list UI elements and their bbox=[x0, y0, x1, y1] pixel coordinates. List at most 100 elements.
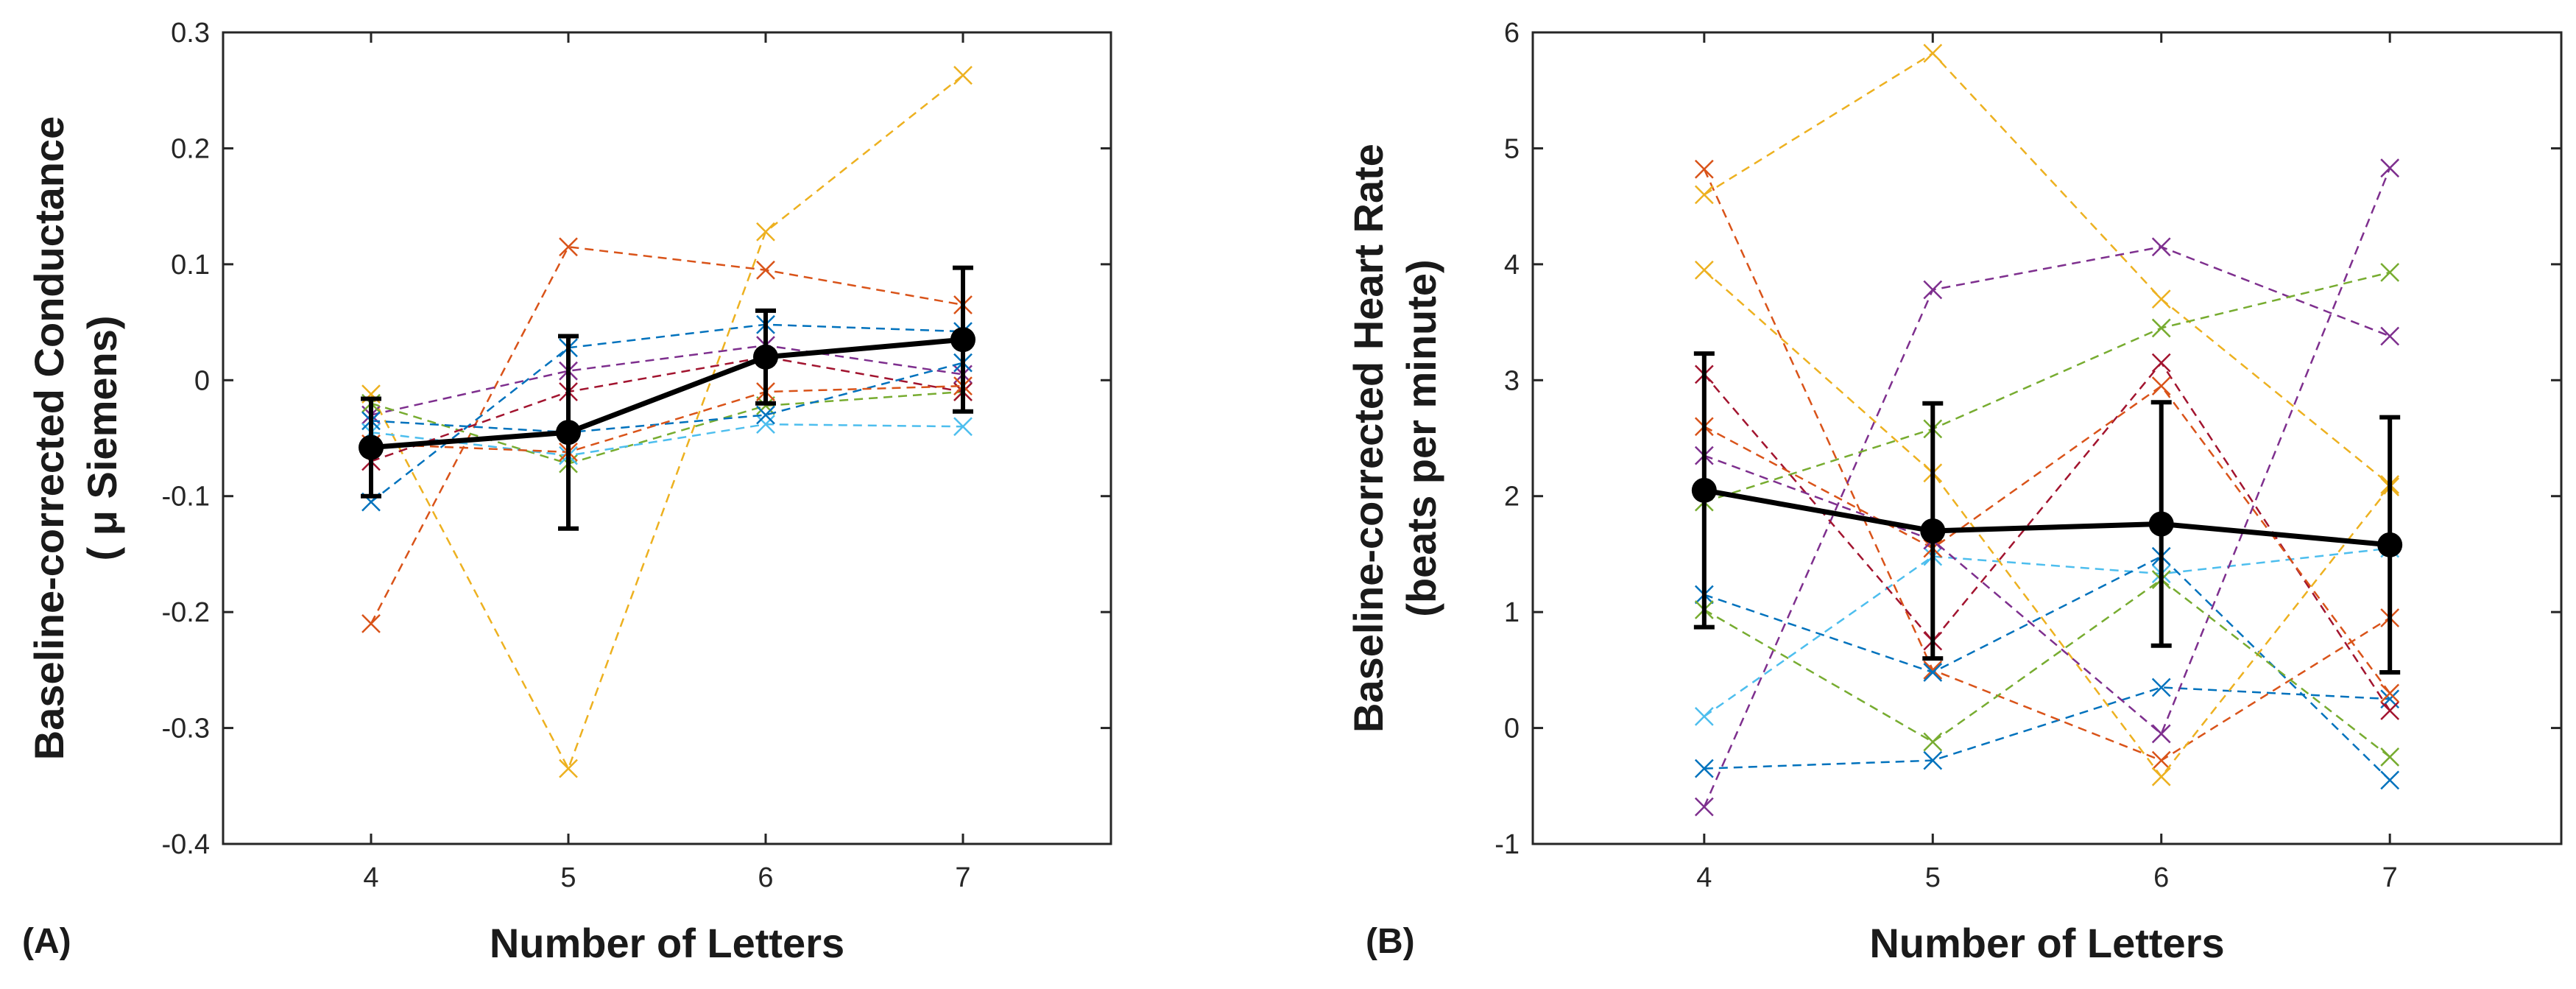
x-tick-label: 6 bbox=[758, 862, 773, 893]
x-axis-title: Number of Letters bbox=[1869, 920, 2224, 966]
data-point bbox=[756, 260, 775, 280]
panel-label: (A) bbox=[22, 922, 71, 961]
series-line bbox=[370, 344, 964, 416]
data-point bbox=[1923, 43, 1943, 63]
plot-frame bbox=[222, 31, 1112, 845]
series-line bbox=[1704, 52, 2390, 485]
series-participant-4 bbox=[1694, 237, 2400, 817]
data-point bbox=[756, 405, 775, 425]
mean-point bbox=[556, 420, 581, 446]
x-tick-label: 5 bbox=[1925, 862, 1941, 893]
y-tick-label: 5 bbox=[1504, 133, 1520, 164]
data-point bbox=[1923, 732, 1943, 752]
y-tick-label: -0.2 bbox=[162, 597, 210, 628]
y-axis-title-line-1: Baseline-corrected Heart Rate bbox=[1345, 144, 1391, 733]
series-participant-10 bbox=[1694, 260, 2400, 786]
series-participant-9 bbox=[1694, 376, 2400, 703]
series-line bbox=[1704, 547, 2390, 717]
mean-line bbox=[370, 337, 964, 451]
y-axis-title-line-2: (beats per minute) bbox=[1398, 259, 1444, 616]
series-line bbox=[1704, 578, 2390, 758]
x-tick-label: 4 bbox=[363, 862, 378, 893]
series-line bbox=[1703, 169, 2390, 762]
y-axis-title-line-1: Baseline-corrected Conductance bbox=[26, 116, 72, 760]
series-line bbox=[370, 356, 964, 462]
y-tick-label: -1 bbox=[1495, 829, 1520, 860]
mean-line bbox=[1704, 488, 2390, 548]
data-point bbox=[2151, 289, 2171, 309]
series-participant-9 bbox=[361, 376, 973, 462]
data-point bbox=[2380, 326, 2400, 346]
series-line bbox=[1703, 245, 2390, 808]
panel-a: -0.4 -0.3 -0.2 -0.1 0 0.1 0.2 0.3 4 5 6 7 Number of … bbox=[22, 18, 1112, 966]
mean-series bbox=[359, 265, 975, 531]
series-line bbox=[370, 245, 964, 624]
y-tick-label: 0.2 bbox=[171, 133, 210, 164]
series-participant-11 bbox=[1694, 158, 2400, 744]
series-line bbox=[1704, 555, 2391, 781]
series-line bbox=[370, 362, 964, 434]
series-participant-12 bbox=[1694, 570, 2400, 767]
mean-point bbox=[1920, 518, 1946, 543]
data-point bbox=[1694, 260, 1714, 280]
x-tick-label: 5 bbox=[560, 862, 576, 893]
data-point bbox=[756, 396, 775, 415]
data-point bbox=[1923, 280, 1943, 300]
data-point bbox=[2151, 677, 2171, 697]
data-point bbox=[2380, 262, 2400, 282]
data-point bbox=[756, 222, 775, 242]
mean-point bbox=[950, 327, 975, 353]
series-line bbox=[370, 323, 964, 503]
data-point bbox=[2151, 724, 2171, 744]
panel-label: (B) bbox=[1366, 922, 1415, 961]
mean-point bbox=[359, 434, 384, 460]
mean-point bbox=[1691, 477, 1717, 503]
data-point bbox=[1923, 663, 1943, 682]
data-point bbox=[559, 759, 578, 778]
data-point bbox=[2151, 353, 2171, 373]
series-participant-4 bbox=[361, 336, 973, 425]
data-point bbox=[1923, 750, 1943, 770]
y-tick-label: -0.1 bbox=[162, 482, 210, 513]
y-tick-label: -0.4 bbox=[162, 829, 210, 860]
series-participant-5 bbox=[1694, 262, 2400, 512]
series-line bbox=[1704, 167, 2391, 736]
series-participant-8 bbox=[361, 353, 973, 443]
data-point bbox=[1694, 759, 1714, 778]
data-point bbox=[2151, 237, 2171, 257]
x-tick-label: 4 bbox=[1696, 862, 1712, 893]
panel-b: -1 0 1 2 3 4 5 6 4 5 6 7 Number of Letters Baseline-c… bbox=[1345, 18, 2563, 966]
data-point bbox=[2380, 683, 2400, 703]
series-participant-6 bbox=[1694, 538, 2400, 726]
x-axis-title: Number of Letters bbox=[490, 920, 844, 966]
mean-point bbox=[2377, 532, 2403, 557]
data-point bbox=[1694, 797, 1714, 817]
x-tick-label: 6 bbox=[2153, 862, 2169, 893]
x-tick-label: 7 bbox=[955, 862, 970, 893]
data-point bbox=[2380, 701, 2400, 720]
series-line bbox=[1704, 384, 2391, 694]
data-point bbox=[2380, 747, 2400, 767]
data-point bbox=[2151, 767, 2171, 786]
data-point bbox=[953, 417, 973, 437]
y-axis-title-line-2: ( μ Siemens) bbox=[79, 315, 125, 560]
data-point bbox=[953, 66, 973, 85]
series-line bbox=[370, 74, 964, 771]
data-point bbox=[1694, 706, 1714, 726]
mean-series bbox=[1691, 351, 2403, 675]
y-tick-label: 0.3 bbox=[171, 18, 210, 49]
series-line bbox=[370, 384, 964, 454]
y-tick-label: 3 bbox=[1504, 365, 1520, 396]
mean-point bbox=[753, 344, 778, 370]
y-tick-label: 2 bbox=[1504, 482, 1520, 513]
series-line bbox=[1704, 271, 2390, 503]
y-tick-label: 0.1 bbox=[171, 250, 210, 281]
series-line bbox=[1704, 269, 2391, 778]
y-tick-label: -0.3 bbox=[162, 714, 210, 745]
data-point bbox=[559, 237, 578, 257]
data-point bbox=[2380, 158, 2400, 178]
y-tick-label: 4 bbox=[1504, 250, 1520, 281]
data-point bbox=[2151, 318, 2171, 338]
series-participant-7 bbox=[361, 347, 973, 471]
